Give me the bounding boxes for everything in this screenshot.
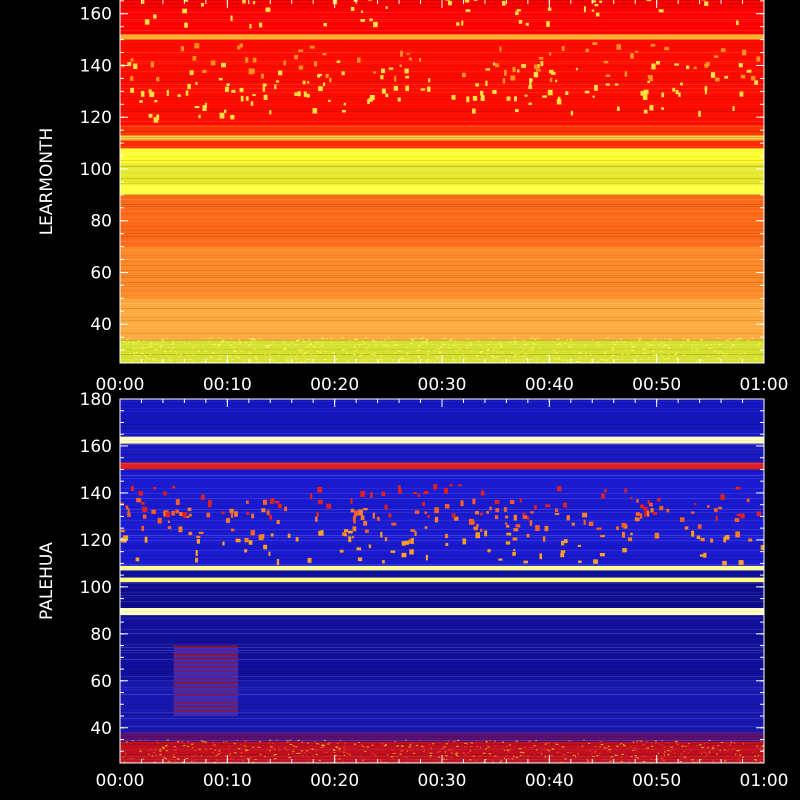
- heatmap-band: [120, 462, 764, 470]
- heatmap-area: [120, 0, 764, 363]
- x-tick-label: 00:50: [632, 771, 681, 791]
- y-tick-label: 60: [90, 672, 112, 692]
- panel-learmonth: 40608010012014016018000:0000:1000:2000:3…: [37, 0, 789, 395]
- heatmap-band: [120, 570, 764, 578]
- x-tick-label: 01:00: [740, 771, 789, 791]
- y-tick-label: 160: [80, 437, 112, 457]
- x-tick-label: 00:10: [203, 375, 252, 395]
- y-tick-label: 120: [80, 531, 112, 551]
- heatmap-band: [120, 135, 764, 141]
- x-tick-label: 00:20: [310, 771, 359, 791]
- heatmap-band: [120, 565, 764, 571]
- heatmap-band: [120, 184, 764, 195]
- x-tick-label: 00:50: [632, 375, 681, 395]
- x-tick-label: 00:20: [310, 375, 359, 395]
- heatmap-band: [120, 582, 764, 609]
- heatmap-band: [120, 436, 764, 444]
- y-tick-label: 180: [80, 390, 112, 410]
- heatmap-area: [120, 399, 764, 763]
- y-tick-label: 140: [80, 56, 112, 76]
- panel-palehua: 40 60 80 100 120 140 160 180 00:00 00:10 00:20 00:3…: [37, 390, 789, 791]
- y-tick-label: 40: [90, 315, 112, 335]
- x-tick-label: 00:30: [418, 771, 467, 791]
- x-tick-label: 00:40: [525, 375, 574, 395]
- y-axis-label: LEARMONTH: [37, 128, 57, 236]
- heatmap-texture: [120, 399, 764, 762]
- y-tick-label: 40: [90, 719, 112, 739]
- heatmap-band: [120, 339, 764, 363]
- x-tick-label: 00:30: [418, 375, 467, 395]
- heatmap-band: [120, 298, 764, 340]
- heatmap-band: [120, 140, 764, 149]
- heatmap-band: [120, 246, 764, 299]
- y-tick-label: 140: [80, 484, 112, 504]
- interference-patch: [173, 645, 239, 717]
- heatmap-band: [120, 194, 764, 247]
- heatmap-band: [120, 148, 764, 164]
- heatmap-band: [120, 732, 764, 742]
- x-tick-label: 00:00: [96, 771, 145, 791]
- heatmap-band: [120, 39, 764, 125]
- heatmap-band: [120, 443, 764, 463]
- y-tick-label: 60: [90, 263, 112, 283]
- heatmap-band: [120, 469, 764, 566]
- x-tick-label: 00:10: [203, 771, 252, 791]
- y-tick-label: 100: [80, 160, 112, 180]
- y-tick-label: 80: [90, 625, 112, 645]
- heatmap-band: [120, 608, 764, 616]
- heatmap-texture: [120, 0, 764, 360]
- y-tick-label: 160: [80, 5, 112, 25]
- y-tick-label: 120: [80, 108, 112, 128]
- y-axis-label: PALEHUA: [37, 542, 57, 620]
- heatmap-band: [120, 577, 764, 583]
- heatmap-band: [120, 124, 764, 136]
- heatmap-band: [120, 34, 764, 40]
- x-tick-label: 00:40: [525, 771, 574, 791]
- y-tick-label: 80: [90, 212, 112, 232]
- x-tick-label: 01:00: [740, 375, 789, 395]
- heatmap-band: [120, 741, 764, 763]
- heatmap-band: [120, 163, 764, 185]
- x-tick-label: 00:00: [96, 375, 145, 395]
- y-tick-label: 100: [80, 578, 112, 598]
